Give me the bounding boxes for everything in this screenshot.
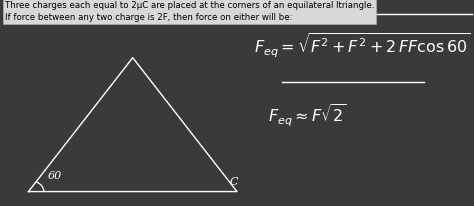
Text: $F_{eq} = \sqrt{F^2 + F^2 + 2\,FF\cos 60}$: $F_{eq} = \sqrt{F^2 + F^2 + 2\,FF\cos 60…: [254, 31, 470, 60]
Text: $F_{eq} \approx F\sqrt{2}$: $F_{eq} \approx F\sqrt{2}$: [268, 102, 346, 129]
Text: Three charges each equal to 2μC are placed at the corners of an equilateral ltri: Three charges each equal to 2μC are plac…: [5, 1, 374, 22]
Text: C: C: [230, 177, 238, 187]
Text: 60: 60: [47, 171, 62, 181]
